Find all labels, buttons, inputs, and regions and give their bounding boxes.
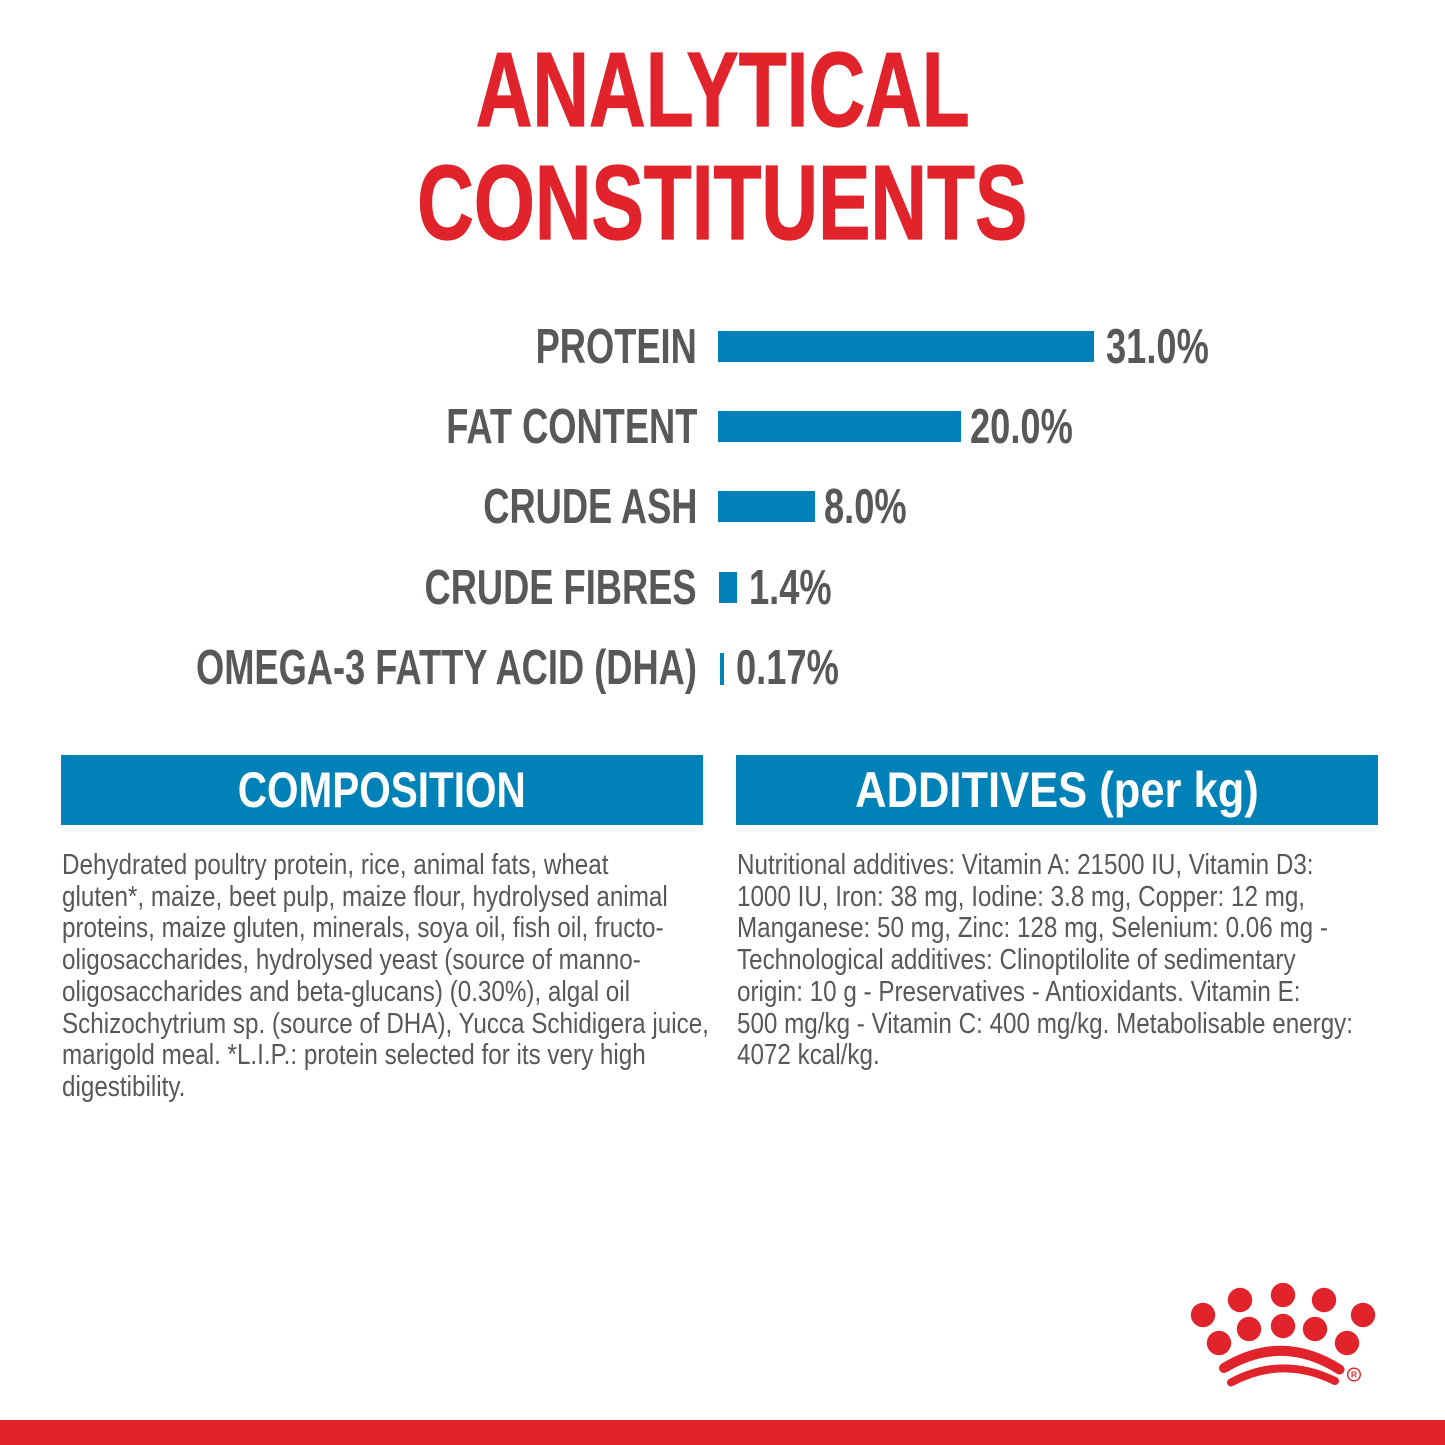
svg-text:R: R bbox=[1351, 1370, 1358, 1380]
